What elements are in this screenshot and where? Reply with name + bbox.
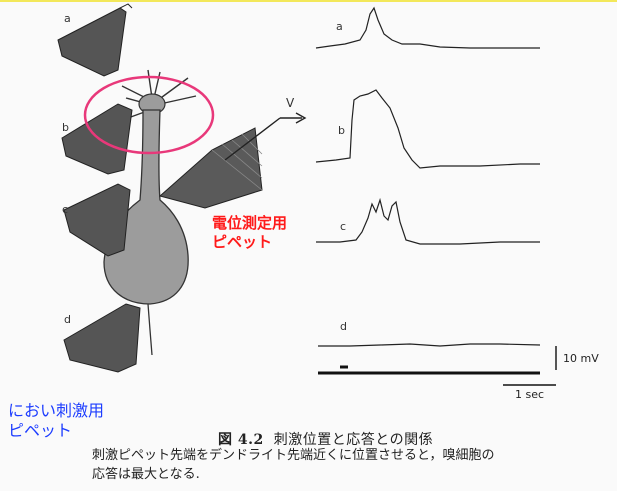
- scale-voltage-label: 10 mV: [563, 352, 599, 365]
- trace-label-a: a: [336, 20, 343, 33]
- recording-pipette-note-line2: ピペット: [212, 233, 273, 251]
- trace-d: [318, 343, 541, 347]
- caption-line-1: 刺激ピペット先端をデンドライト先端近くに位置させると，嗅細胞の: [92, 448, 495, 463]
- stimulus-pipette-note: におい刺激用 ピペット: [8, 401, 104, 441]
- stimulus-pipette-note-line2: ピペット: [8, 421, 73, 440]
- figure-title: 刺激位置と応答との関係: [273, 432, 434, 448]
- pipette-label-d: d: [64, 313, 71, 326]
- scale-time-label: 1 sec: [515, 388, 545, 401]
- figure-caption-body: 刺激ピペット先端をデンドライト先端近くに位置させると，嗅細胞の 応答は最大となる…: [92, 446, 592, 484]
- stimulus-pipette-a: [57, 3, 133, 77]
- top-highlight-strip: [0, 0, 617, 2]
- trace-label-d: d: [340, 320, 347, 333]
- trace-c: [316, 197, 540, 245]
- stimulus-pipette-c: [63, 183, 131, 257]
- stimulus-pipette-b: [61, 103, 133, 175]
- highlight-ellipse: [83, 75, 215, 155]
- trace-a: [315, 6, 540, 49]
- recording-label-v: V: [286, 96, 295, 110]
- trace-label-b: b: [338, 124, 345, 137]
- pipette-label-b: b: [62, 121, 69, 134]
- olfactory-cell: [103, 69, 197, 356]
- recording-pipette-note-line1: 電位測定用: [212, 214, 288, 232]
- recording-pipette: [158, 112, 307, 209]
- figure-number: 図 4.2: [218, 432, 264, 448]
- recording-pipette-note: 電位測定用 ピペット: [212, 214, 287, 252]
- trace-b: [315, 89, 540, 169]
- caption-line-2: 応答は最大となる.: [92, 467, 200, 482]
- pipette-label-a: a: [64, 12, 71, 25]
- stimulus-pipette-note-line1: におい刺激用: [8, 401, 105, 420]
- stimulus-pipette-d: [63, 303, 141, 373]
- pipette-label-c: c: [62, 203, 69, 216]
- trace-label-c: c: [340, 220, 347, 233]
- figure-caption-title: 図 4.2 刺激位置と応答との関係: [218, 429, 433, 449]
- stimulus-timeline: [318, 365, 540, 375]
